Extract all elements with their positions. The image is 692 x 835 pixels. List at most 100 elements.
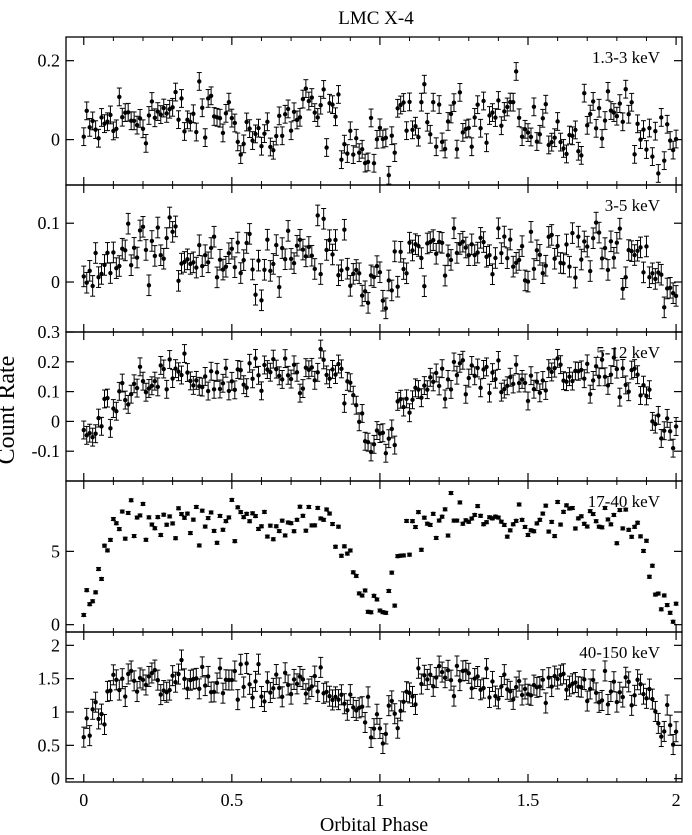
data-point <box>662 158 667 163</box>
data-point <box>392 711 397 716</box>
data-point <box>111 406 116 411</box>
data-point <box>146 515 152 520</box>
data-point <box>155 677 161 683</box>
data-point <box>300 513 306 519</box>
data-point <box>496 696 501 701</box>
data-point <box>522 380 528 386</box>
data-point <box>173 366 178 371</box>
data-point <box>99 115 104 120</box>
data-point <box>84 108 89 114</box>
data-point <box>516 257 522 263</box>
data-point <box>602 374 608 380</box>
data-point <box>650 271 655 276</box>
y-tick-label: 0 <box>51 272 60 292</box>
data-point <box>513 260 519 266</box>
x-axis-label: Orbital Phase <box>320 814 428 835</box>
data-point <box>433 535 439 541</box>
data-point <box>673 424 679 429</box>
data-point <box>573 275 578 280</box>
data-point <box>611 110 617 115</box>
data-point <box>336 697 341 702</box>
data-point <box>306 98 312 104</box>
data-point <box>96 415 101 421</box>
data-point <box>120 115 125 120</box>
data-point <box>638 534 643 539</box>
data-point <box>342 141 347 147</box>
data-point <box>194 676 199 681</box>
data-point <box>587 391 593 397</box>
data-point <box>217 257 223 262</box>
data-point <box>496 226 501 231</box>
data-point <box>537 517 543 523</box>
data-point <box>525 532 531 538</box>
data-point <box>223 518 229 524</box>
data-point <box>229 246 235 251</box>
data-point <box>623 675 628 680</box>
data-point <box>481 685 486 691</box>
data-point <box>638 245 643 250</box>
data-point <box>117 263 122 269</box>
data-point <box>371 161 377 166</box>
data-point <box>81 612 86 618</box>
data-point <box>318 346 323 352</box>
data-point <box>330 367 335 372</box>
data-point <box>102 722 107 727</box>
data-point <box>259 298 264 303</box>
data-point <box>143 390 149 395</box>
data-point <box>410 248 415 253</box>
data-point <box>312 266 317 272</box>
data-point <box>534 521 540 526</box>
data-point <box>599 136 605 141</box>
data-point <box>650 696 655 702</box>
y-tick-label: 0 <box>51 130 60 150</box>
y-tick-label: 5 <box>51 541 60 561</box>
data-point <box>667 610 673 616</box>
data-point <box>433 251 439 256</box>
data-point <box>279 245 285 251</box>
data-point <box>152 253 158 259</box>
data-point <box>262 131 267 136</box>
data-point <box>549 139 554 145</box>
data-point <box>466 375 471 381</box>
data-point <box>223 366 229 371</box>
data-point <box>555 119 560 124</box>
data-point <box>114 521 119 526</box>
data-point <box>463 668 469 673</box>
data-point <box>223 264 229 269</box>
data-point <box>579 367 584 373</box>
data-point <box>96 274 101 280</box>
data-point <box>105 119 110 124</box>
data-point <box>108 537 113 543</box>
data-point <box>336 361 341 367</box>
data-point <box>149 99 155 104</box>
data-point <box>632 366 637 371</box>
data-point <box>253 292 258 297</box>
data-point <box>191 517 196 522</box>
data-point <box>567 264 572 269</box>
data-point <box>170 376 175 381</box>
data-point <box>513 518 519 524</box>
data-point <box>496 515 501 520</box>
data-point <box>466 125 471 131</box>
data-point <box>410 518 415 524</box>
data-point <box>90 599 95 604</box>
data-point <box>274 133 279 139</box>
data-point <box>342 401 347 406</box>
data-point <box>336 92 341 97</box>
data-point <box>253 513 258 519</box>
data-point <box>348 128 353 133</box>
data-point <box>662 428 667 433</box>
data-point <box>537 390 543 396</box>
data-point <box>259 694 264 699</box>
data-point <box>407 410 412 415</box>
data-point <box>475 102 480 107</box>
data-point <box>244 511 249 517</box>
data-point <box>226 388 232 394</box>
data-point <box>386 278 392 283</box>
data-point <box>433 370 439 376</box>
data-point <box>469 516 474 521</box>
panel-frame <box>65 184 683 333</box>
data-point <box>208 369 214 374</box>
data-point <box>540 511 546 516</box>
